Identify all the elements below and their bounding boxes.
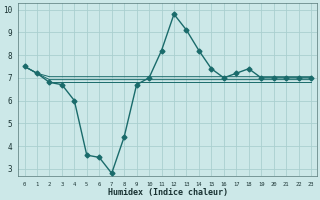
X-axis label: Humidex (Indice chaleur): Humidex (Indice chaleur) bbox=[108, 188, 228, 197]
